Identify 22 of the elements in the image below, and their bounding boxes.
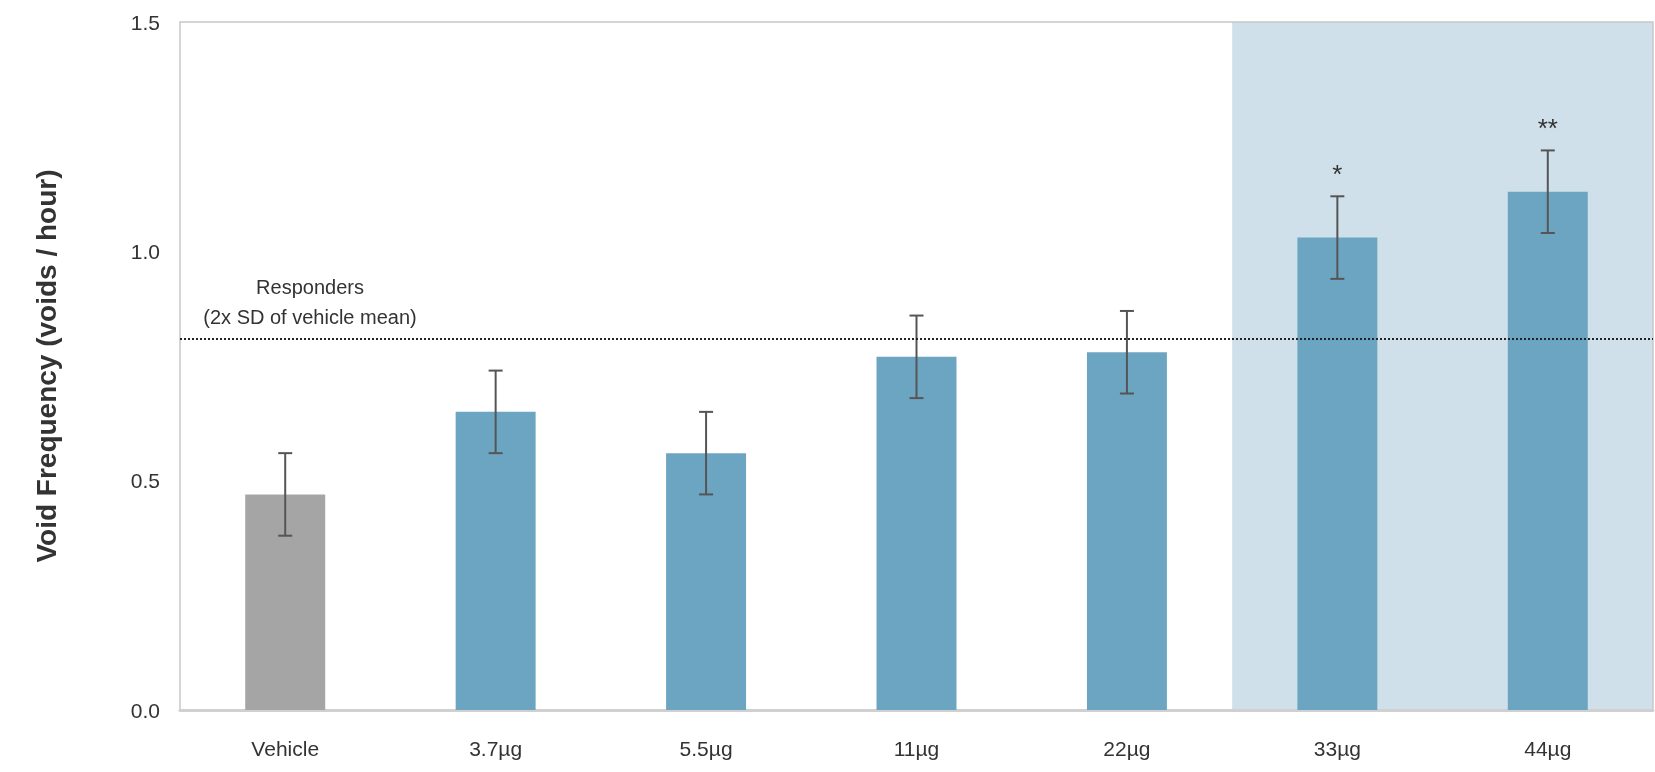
x-tick-label: 11µg: [893, 737, 940, 760]
x-tick-label: 33µg: [1313, 737, 1361, 760]
y-tick-label: 1.0: [130, 239, 160, 263]
x-tick-label: 22µg: [1103, 737, 1151, 760]
bar: [245, 494, 326, 710]
annotation: *: [1332, 159, 1343, 190]
annotation: **: [1537, 113, 1558, 144]
bar: [1086, 352, 1167, 710]
y-tick-label: 0.0: [130, 698, 160, 722]
ref-line-label: Responders (2x SD of vehicle mean): [203, 276, 417, 329]
x-tick-label: 44µg: [1524, 737, 1572, 760]
y-tick-label: 0.5: [130, 469, 160, 493]
bar: [1507, 191, 1588, 710]
y-axis-title: Void Frequency (voids / hour): [30, 169, 62, 563]
bar: [1297, 237, 1378, 710]
x-tick-label: 5.5µg: [679, 737, 733, 760]
y-tick-label: 1.5: [130, 10, 160, 34]
bar: [876, 356, 957, 710]
bar: [666, 453, 747, 710]
x-tick-label: Vehicle: [251, 737, 320, 760]
bar: [455, 411, 536, 710]
x-tick-label: 3.7µg: [469, 737, 523, 760]
